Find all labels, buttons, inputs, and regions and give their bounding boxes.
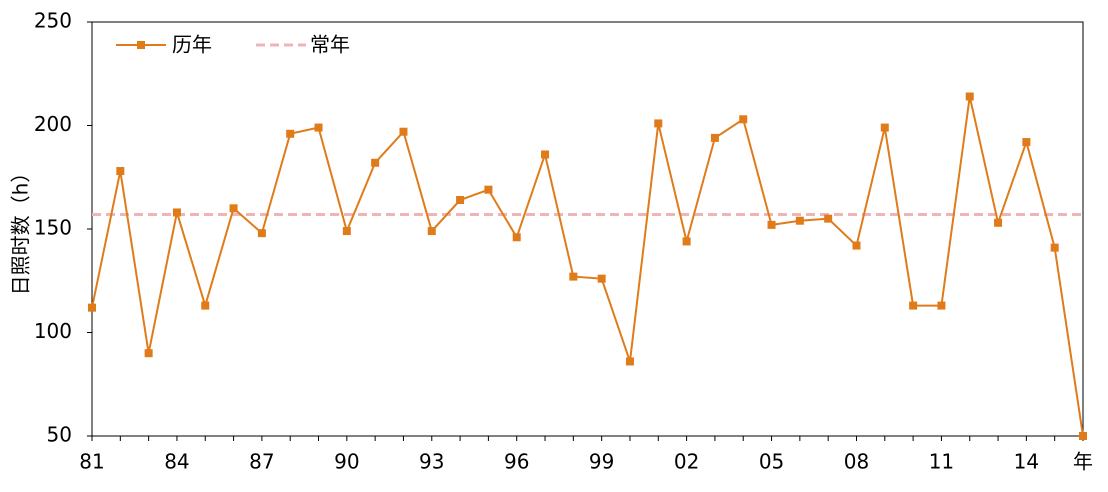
legend-marker — [137, 41, 145, 49]
x-tick-label: 年 — [1073, 450, 1093, 474]
data-point — [116, 167, 125, 176]
data-point — [1050, 243, 1059, 252]
data-point — [229, 204, 238, 213]
data-point — [569, 272, 578, 281]
data-point — [257, 229, 266, 238]
x-tick-label: 02 — [674, 450, 699, 474]
data-point — [965, 92, 974, 101]
x-tick-label: 87 — [249, 450, 274, 474]
data-point — [937, 301, 946, 310]
data-point — [371, 158, 380, 167]
x-tick-label: 81 — [79, 450, 104, 474]
data-point — [625, 357, 634, 366]
data-point — [739, 115, 748, 124]
y-tick-label: 50 — [47, 423, 72, 447]
data-point — [286, 129, 295, 138]
x-tick-label: 05 — [759, 450, 784, 474]
data-point — [172, 208, 181, 217]
y-tick-label: 100 — [34, 319, 72, 343]
x-tick-label: 99 — [589, 450, 614, 474]
data-point — [399, 127, 408, 136]
data-point — [880, 123, 889, 132]
x-tick-label: 14 — [1014, 450, 1039, 474]
y-axis-label: 日照时数（h） — [9, 163, 33, 296]
data-point — [342, 227, 351, 236]
data-point — [456, 196, 465, 205]
y-tick-label: 200 — [34, 112, 72, 136]
data-point — [314, 123, 323, 132]
data-point — [795, 216, 804, 225]
x-tick-label: 96 — [504, 450, 529, 474]
data-point — [909, 301, 918, 310]
x-tick-label: 84 — [164, 450, 189, 474]
data-point — [88, 303, 96, 312]
data-point — [597, 274, 606, 283]
plot-frame — [91, 21, 1084, 437]
data-point — [541, 150, 550, 159]
data-point — [654, 119, 663, 128]
y-tick-label: 250 — [34, 9, 72, 33]
data-point — [427, 227, 436, 236]
x-tick-label: 90 — [334, 450, 359, 474]
data-point — [201, 301, 210, 310]
data-point — [710, 133, 719, 142]
data-point — [824, 214, 833, 223]
data-point — [1022, 138, 1031, 147]
data-point — [1079, 432, 1087, 440]
data-point — [144, 349, 153, 358]
x-tick-label: 11 — [929, 450, 954, 474]
data-point — [682, 237, 691, 246]
data-point — [852, 241, 861, 250]
data-point — [767, 220, 776, 229]
data-point — [512, 233, 521, 242]
legend-label: 常年 — [310, 33, 350, 57]
data-point — [484, 185, 493, 194]
data-point — [994, 218, 1003, 227]
y-tick-label: 150 — [34, 216, 72, 240]
x-tick-label: 08 — [844, 450, 869, 474]
x-tick-label: 93 — [419, 450, 444, 474]
legend-label: 历年 — [172, 33, 212, 57]
data-line — [91, 96, 1084, 437]
